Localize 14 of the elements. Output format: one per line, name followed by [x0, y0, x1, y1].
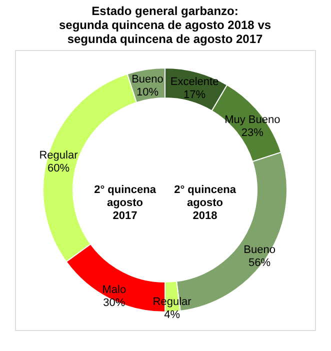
- slice-label: Excelente: [170, 76, 219, 88]
- data-label: 4%: [164, 308, 180, 321]
- text: 2° quincena agosto 2017: [94, 184, 157, 222]
- text: 2° quincena agosto 2018: [174, 184, 237, 222]
- data-label: 23%: [241, 126, 264, 139]
- text: segunda quincena de agosto 2017: [67, 32, 263, 46]
- text: Estado general garbanzo:: [92, 4, 238, 18]
- data-label: 17%: [184, 88, 206, 101]
- data-label: 60%: [47, 162, 70, 174]
- text: segunda quincena de agosto 2018 vs: [58, 18, 272, 32]
- slice-label: Bueno: [132, 73, 164, 86]
- data-label: 30%: [103, 296, 126, 309]
- slice-label: Malo: [102, 284, 126, 296]
- data-label: 10%: [136, 86, 159, 98]
